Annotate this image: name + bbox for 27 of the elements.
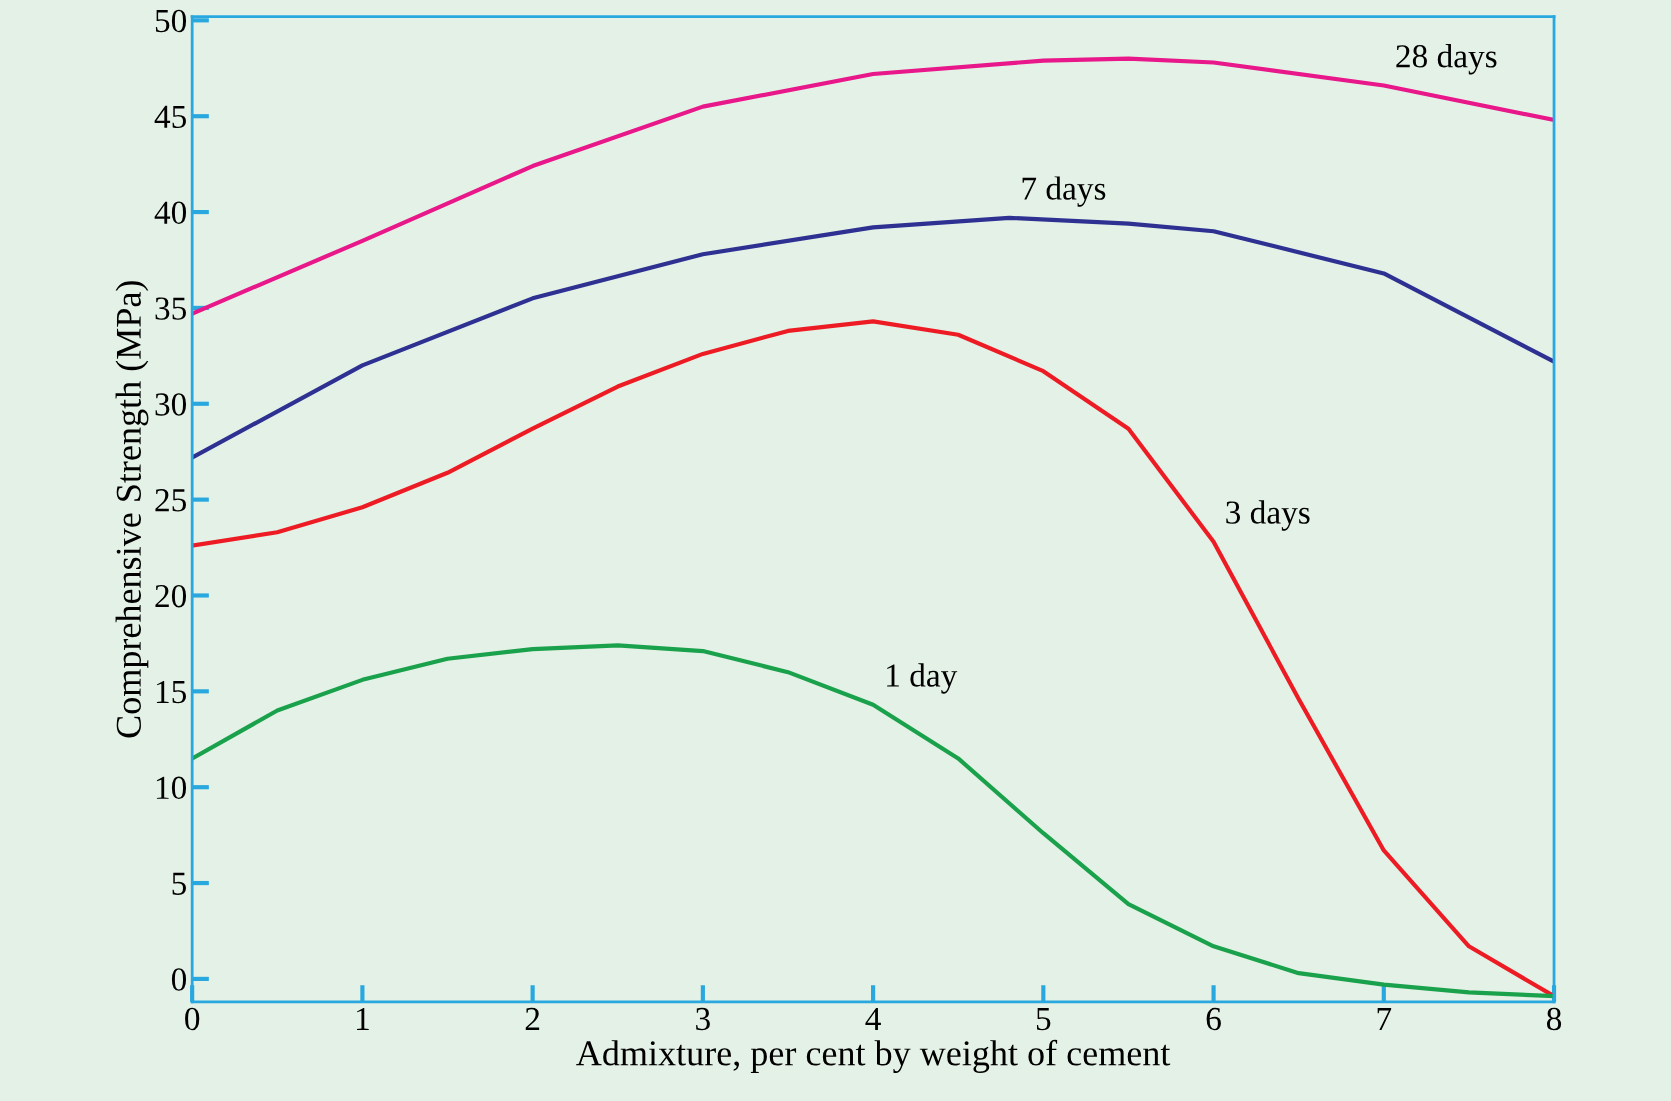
annotation: 28 days [1396,44,1497,75]
x-tick-label: 8 [1546,1007,1562,1031]
x-tick-label: 5 [1036,1008,1051,1031]
y-tick-label: 35 [155,297,186,320]
y-tick-label: 0 [171,968,187,991]
line-series [192,215,1555,460]
y-axis-title: Comprehensive Strength (MPa) [115,281,149,738]
y-tick-label: 20 [155,584,187,608]
y-tick-label: 45 [154,105,186,129]
annotation: 7 days [1022,176,1106,207]
x-tick-label: 4 [865,1007,881,1030]
annotation: 1 day [887,663,958,694]
y-tick-label: 30 [155,393,187,416]
x-axis-title: Admixture, per cent by weight of cement [576,1039,1171,1073]
y-tick-label: 5 [172,872,186,895]
y-tick-label: 10 [156,776,187,800]
y-tick-label: 15 [156,680,186,704]
x-tick-label: 7 [1377,1008,1392,1030]
x-tick-label: 3 [696,1007,710,1031]
y-tick-label: 25 [155,489,186,512]
x-tick-label: 2 [525,1007,540,1030]
x-tick-label: 1 [357,1007,369,1030]
y-tick-label: 40 [154,201,187,224]
line-series [192,643,1555,999]
x-tick-label: 6 [1206,1007,1221,1031]
annotation: 3 days [1226,500,1310,531]
y-tick-label: 50 [155,9,187,33]
